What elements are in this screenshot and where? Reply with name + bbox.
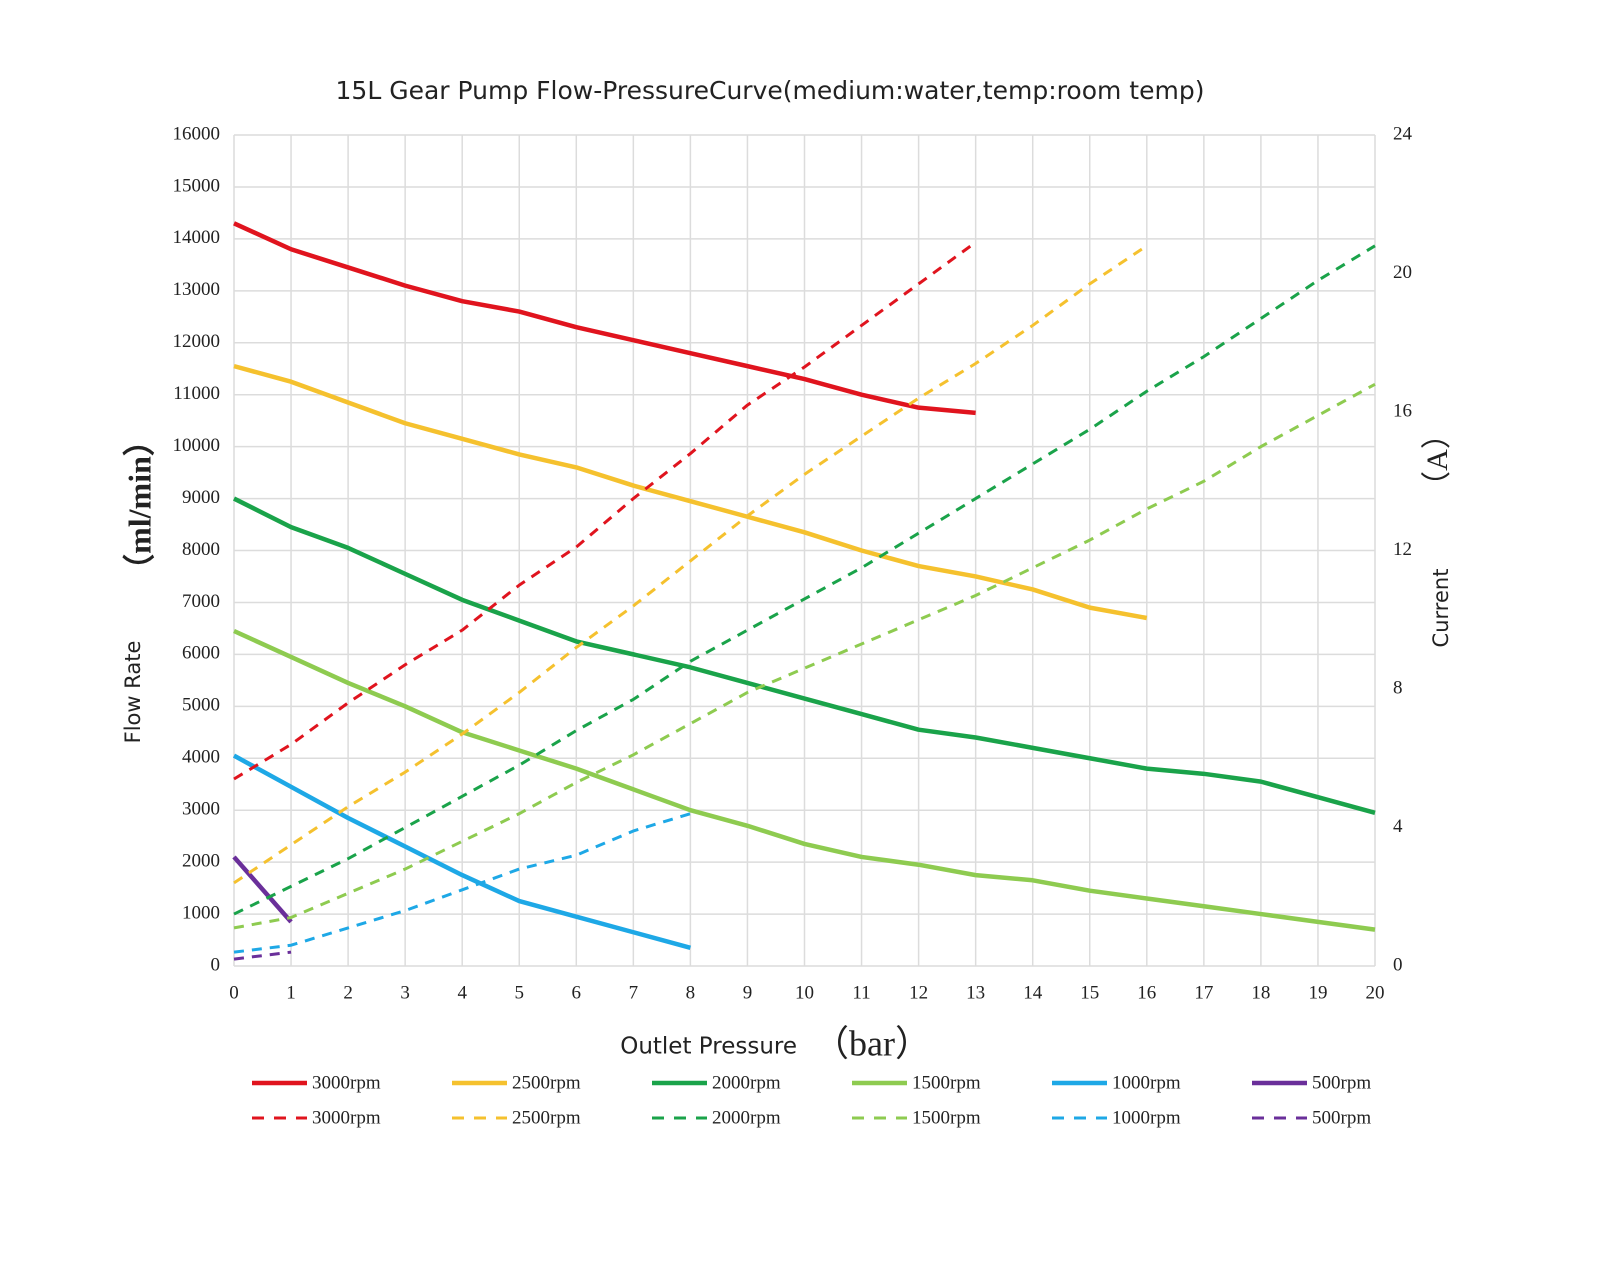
current-line (233, 244, 1148, 885)
legend-label: 2500rpm (512, 1107, 581, 1128)
flow-line (233, 363, 1148, 621)
x-tick-label: 7 (629, 982, 639, 1003)
x-tick-label: 14 (1023, 982, 1043, 1003)
x-tick-label: 12 (909, 982, 928, 1003)
y-tick-label: 8000 (182, 539, 220, 560)
y-tick-label: 16000 (173, 123, 221, 144)
x-tick-label: 6 (572, 982, 582, 1003)
x-tick-label: 18 (1251, 982, 1270, 1003)
flow-line (232, 753, 691, 950)
y-tick-label: 7000 (182, 591, 220, 612)
y-tick-label: 4000 (182, 747, 220, 768)
x-tick-label: 13 (966, 982, 985, 1003)
x-tick-label: 11 (852, 982, 870, 1003)
y-axis-unit: （ml/min） (121, 424, 157, 586)
y2-axis-unit: （A） (1421, 419, 1454, 501)
x-tick-label: 9 (743, 982, 753, 1003)
y-tick-label: 6000 (182, 643, 220, 664)
x-axis-unit: （bar） (813, 1023, 931, 1063)
y-tick-label: 15000 (173, 175, 221, 196)
current-line (233, 244, 1376, 916)
legend-label: 1500rpm (912, 1107, 981, 1128)
x-tick-label: 10 (795, 982, 814, 1003)
y-tick-label: 10000 (173, 435, 221, 456)
y-tick-label: 2000 (182, 850, 220, 871)
x-tick-label: 20 (1366, 982, 1385, 1003)
x-tick-label: 5 (515, 982, 525, 1003)
flow-line (232, 855, 293, 924)
x-tick-label: 15 (1080, 982, 1099, 1003)
y2-tick-label: 16 (1393, 400, 1412, 421)
y2-tick-label: 12 (1393, 539, 1412, 560)
y2-tick-label: 8 (1393, 677, 1403, 698)
x-tick-label: 4 (457, 982, 467, 1003)
x-tick-label: 17 (1194, 982, 1213, 1003)
legend-label: 500rpm (1312, 1072, 1371, 1093)
y-tick-label: 11000 (173, 383, 220, 404)
y2-tick-label: 0 (1393, 954, 1403, 975)
y-tick-label: 3000 (182, 799, 220, 820)
grid (233, 134, 1376, 967)
legend-label: 500rpm (1312, 1107, 1371, 1128)
x-tick-label: 1 (286, 982, 296, 1003)
y2-tick-label: 20 (1393, 262, 1412, 283)
y2-tick-label: 4 (1393, 816, 1403, 837)
chart-title: 15L Gear Pump Flow-PressureCurve(medium:… (336, 76, 1205, 105)
legend-label: 3000rpm (312, 1107, 381, 1128)
y-tick-label: 5000 (182, 695, 220, 716)
y-tick-label: 14000 (173, 227, 221, 248)
x-tick-label: 3 (400, 982, 410, 1003)
legend-label: 2000rpm (712, 1072, 781, 1093)
y-axis-label: Flow Rate (121, 641, 145, 744)
current-line (233, 382, 1376, 930)
legend-label: 2000rpm (712, 1107, 781, 1128)
legend-label: 1000rpm (1112, 1072, 1181, 1093)
y-tick-label: 13000 (173, 279, 221, 300)
y-tick-label: 9000 (182, 487, 220, 508)
x-tick-label: 8 (686, 982, 696, 1003)
legend-label: 2500rpm (512, 1072, 581, 1093)
x-tick-label: 0 (229, 982, 239, 1003)
current-line (233, 241, 977, 781)
flow-line (233, 628, 1376, 932)
current-line (233, 950, 292, 961)
y-tick-label: 0 (211, 954, 221, 975)
legend-label: 1000rpm (1112, 1107, 1181, 1128)
x-tick-label: 16 (1137, 982, 1156, 1003)
x-axis-label: Outlet Pressure (620, 1034, 797, 1060)
legend-label: 3000rpm (312, 1072, 381, 1093)
flow-line (233, 221, 976, 416)
y2-tick-label: 24 (1393, 123, 1413, 144)
x-tick-label: 2 (343, 982, 353, 1003)
y-tick-label: 12000 (173, 331, 221, 352)
x-tick-label: 19 (1308, 982, 1327, 1003)
flow-line (232, 496, 1376, 815)
legend-label: 1500rpm (912, 1072, 981, 1093)
y2-axis-label: Current (1429, 569, 1453, 648)
current-line (233, 812, 691, 954)
y-tick-label: 1000 (182, 902, 220, 923)
